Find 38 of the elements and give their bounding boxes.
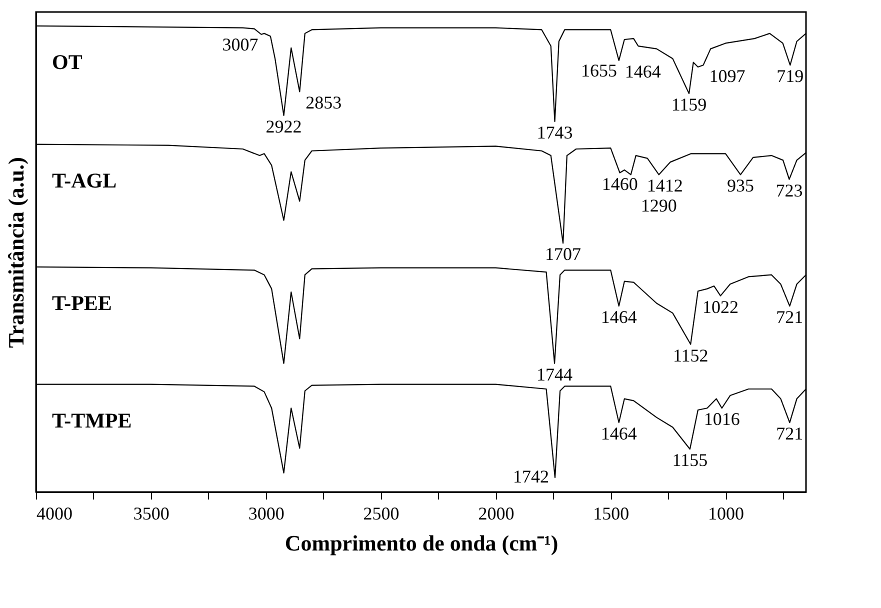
x-tick-label: 2000 (478, 504, 514, 524)
series-label: T-PEE (52, 290, 112, 315)
y-axis-title: Transmitância (a.u.) (4, 157, 28, 348)
annotation: 1744 (536, 364, 573, 384)
annotation: 2922 (266, 116, 302, 136)
annotation: 935 (726, 176, 754, 196)
x-axis-title: Comprimento de onda (cm⁻¹) (284, 530, 558, 556)
annotation: 1097 (709, 66, 746, 86)
annotation: 1155 (672, 450, 708, 470)
series-label: T-TMPE (52, 408, 132, 432)
annotation: 1152 (672, 345, 708, 366)
annotation: 719 (776, 66, 804, 86)
x-tick-label: 4000 (36, 504, 72, 524)
annotation: 1742 (513, 466, 550, 487)
annotation: 1016 (704, 409, 740, 430)
x-tick-label: 1500 (593, 504, 630, 524)
annotation: 3007 (222, 34, 258, 54)
annotation: 1707 (545, 244, 582, 264)
x-tick-label: 3000 (248, 504, 284, 524)
x-tick-label: 1000 (708, 504, 744, 524)
annotation: 1464 (600, 424, 637, 444)
annotation: 721 (776, 307, 804, 328)
annotation: 1743 (536, 122, 573, 143)
annotation: 1460 (602, 174, 638, 194)
annotation: 1655 (581, 60, 617, 81)
x-tick-label: 2500 (363, 504, 400, 524)
annotation: 1290 (640, 196, 677, 216)
series-label: OT (52, 50, 82, 74)
annotation: 721 (776, 424, 804, 444)
series-label: T-AGL (52, 168, 117, 192)
annotation: 1464 (600, 307, 637, 328)
x-tick-label: 3500 (133, 504, 170, 524)
annotation: 1412 (646, 176, 683, 196)
annotation: 1022 (702, 296, 738, 317)
annotation: 2853 (306, 92, 342, 113)
annotation: 1464 (624, 61, 661, 82)
annotation: 1159 (671, 94, 707, 115)
annotation: 723 (776, 180, 803, 200)
